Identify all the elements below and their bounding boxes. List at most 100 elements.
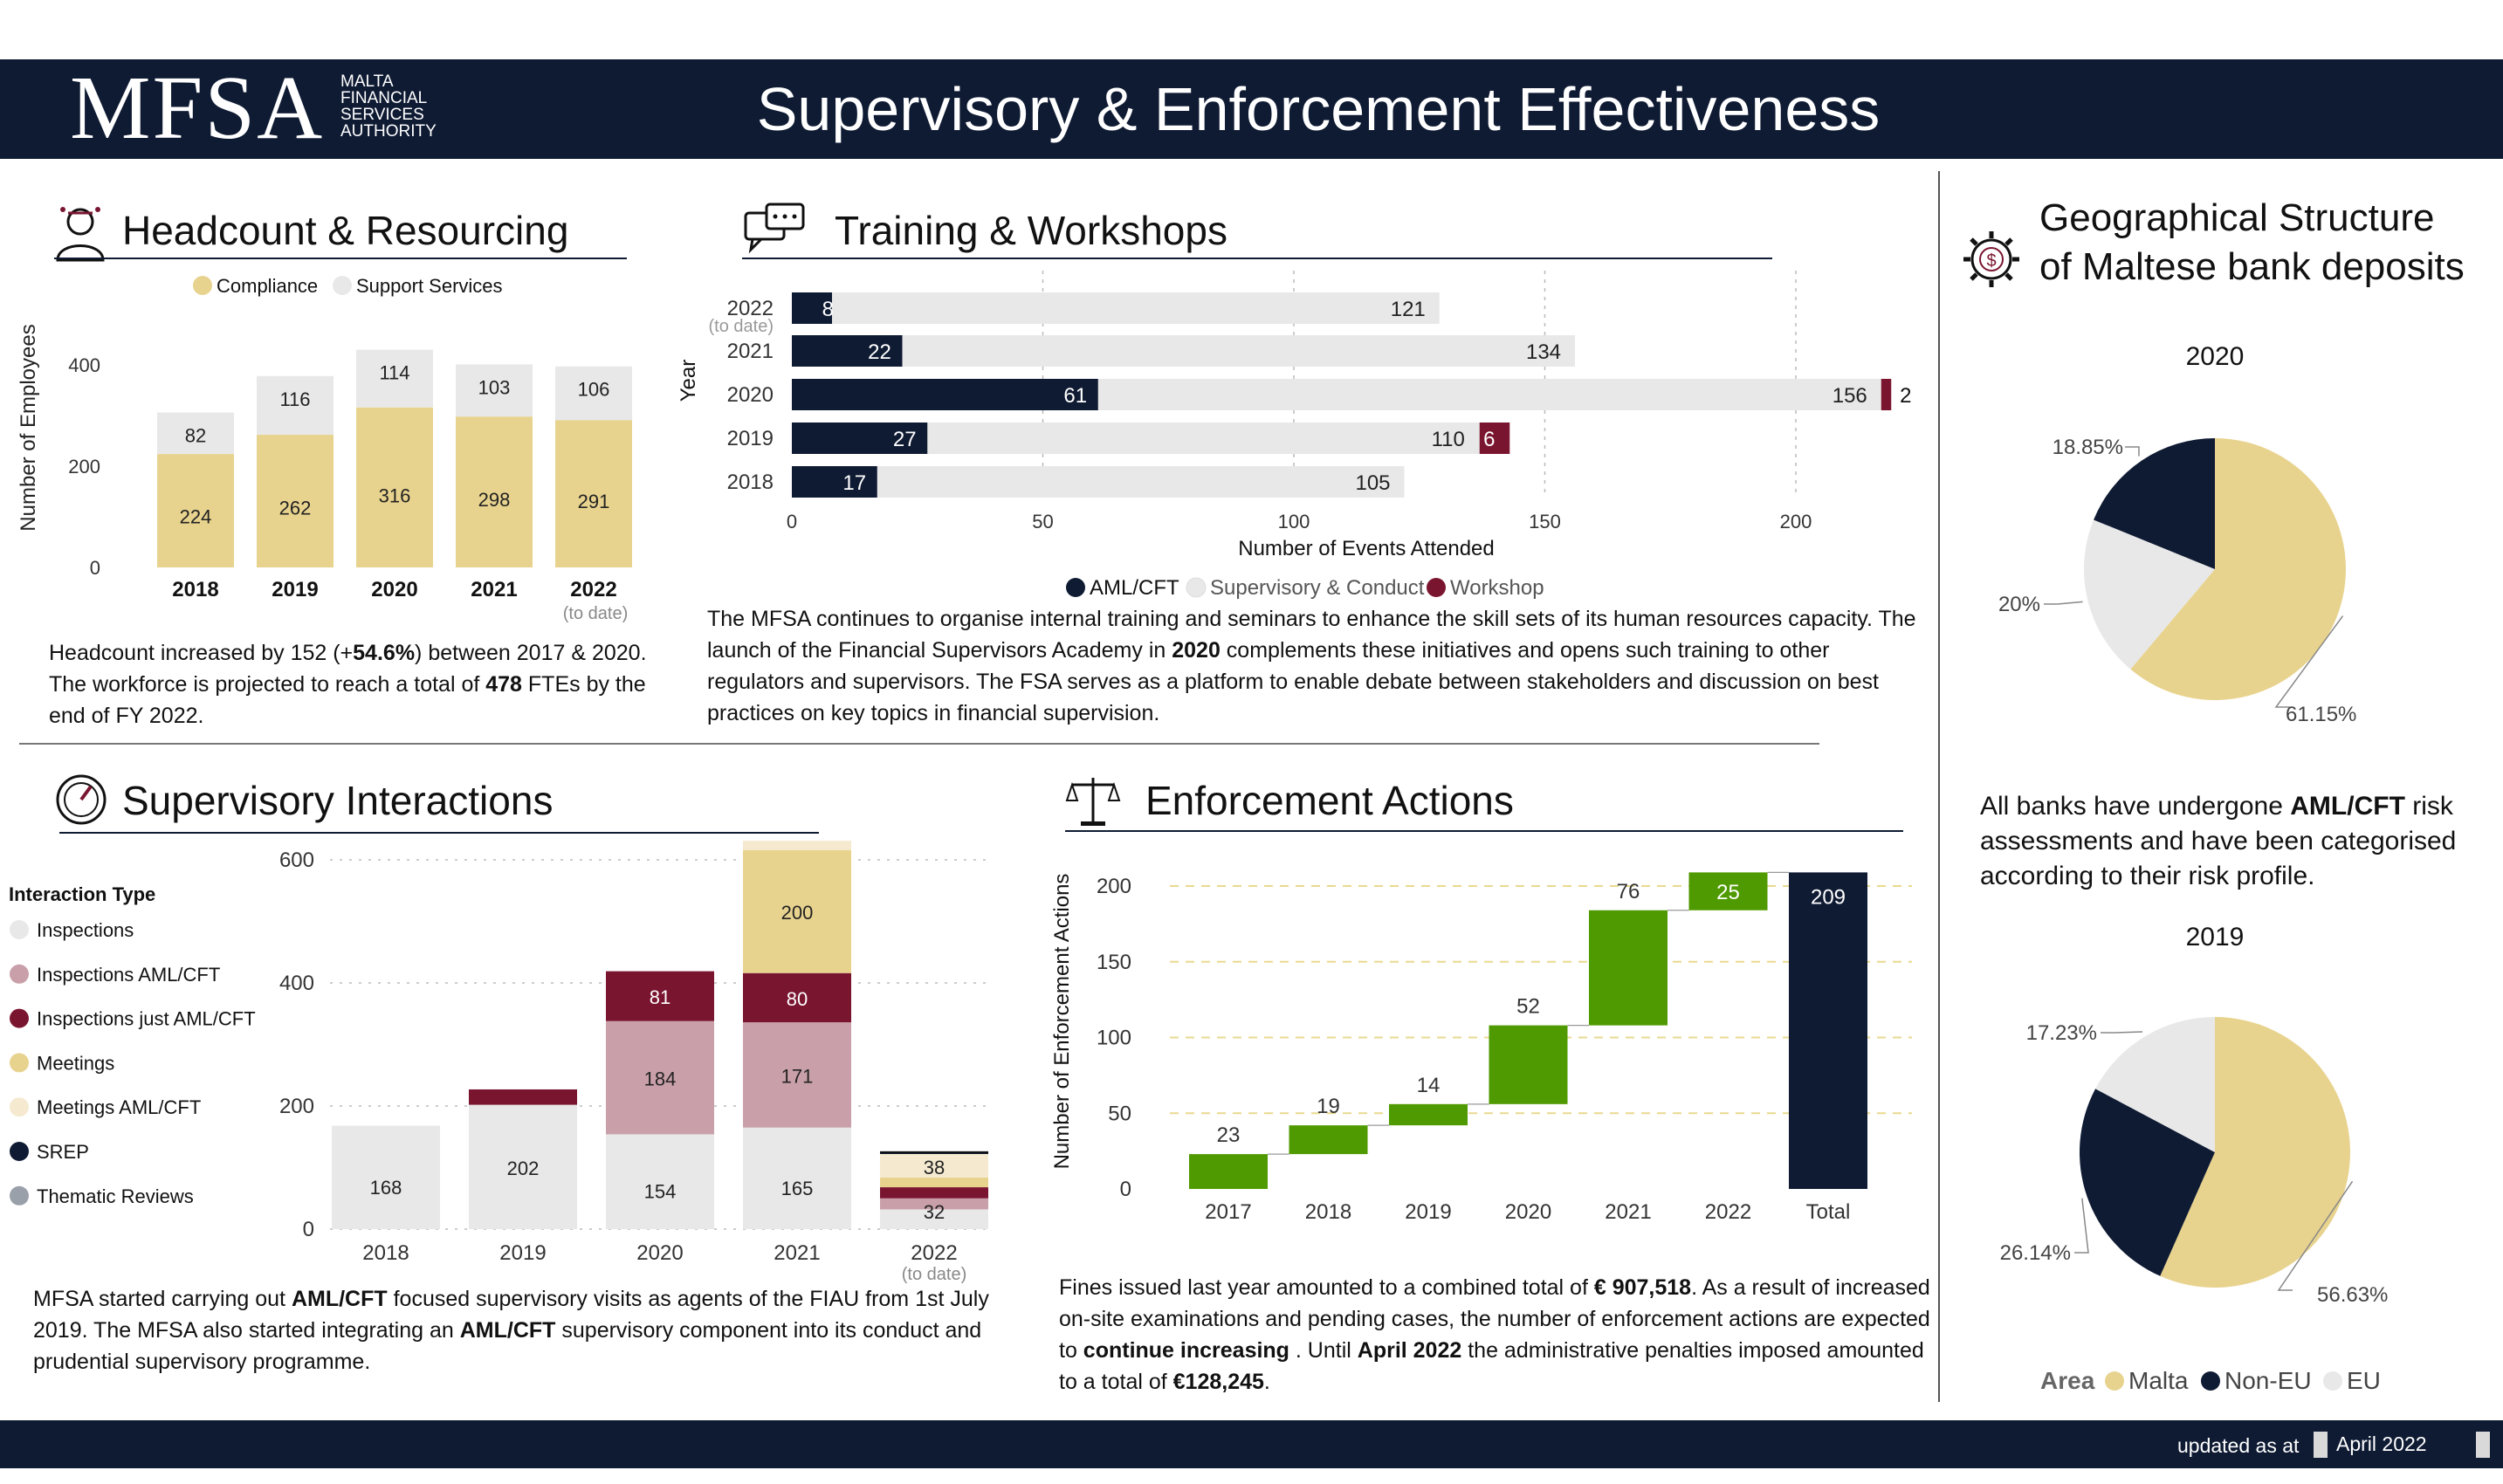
bar-segment [469, 1104, 577, 1229]
bar-value-label: 81 [650, 986, 670, 1008]
x-tick-label: 150 [1529, 511, 1561, 532]
pie-slice-label: 20% [1998, 593, 2040, 616]
pie-leader-line [2125, 446, 2140, 457]
x-tick-label: 2018 [172, 578, 218, 601]
y-tick-label: 200 [68, 456, 100, 477]
legend-label: Meetings AML/CFT [37, 1096, 201, 1118]
bar-value-label: 76 [1617, 880, 1640, 903]
bar-segment [157, 454, 234, 567]
bar-segment [880, 1187, 988, 1199]
enforcement-chart: Number of Enforcement Actions 0 50 100 150 20… [1050, 871, 1912, 1224]
bar-value-label: 114 [379, 362, 409, 384]
bar-value-label: 80 [787, 988, 808, 1010]
person-icon [56, 207, 105, 262]
bar-segment [743, 1127, 851, 1229]
bar-segment [880, 1151, 988, 1154]
bar-value-label: 184 [644, 1068, 677, 1090]
scroll-handle[interactable] [2476, 1432, 2490, 1458]
pie-slice-label: 17.23% [2026, 1021, 2097, 1045]
bar-value-label: 298 [478, 489, 511, 511]
bar-value-label: 116 [279, 388, 310, 410]
x-tick-label: 2021 [774, 1241, 820, 1265]
bar-value-label: 106 [578, 379, 610, 401]
y-tick-label: 0 [90, 557, 100, 579]
pie-legend-title: Area [2040, 1367, 2095, 1394]
bar-segment [743, 972, 851, 1023]
legend-label: Support Services [356, 275, 503, 297]
x-tick-note: (to date) [902, 1265, 966, 1284]
legend-label: Inspections AML/CFT [37, 964, 220, 986]
bar-segment [1389, 1103, 1468, 1126]
bar-segment [469, 1089, 577, 1105]
y-tick-label: 2018 [727, 471, 774, 494]
bar-segment [832, 292, 1440, 324]
bar-segment [1097, 379, 1881, 410]
bar-value-label: 171 [781, 1065, 814, 1087]
bar-segment [606, 1134, 714, 1229]
x-tick-label: 2017 [1205, 1200, 1251, 1224]
y-tick-label: 0 [303, 1218, 314, 1241]
bar-value-label: 17 [842, 471, 866, 495]
legend-label: EU [2347, 1367, 2381, 1394]
legend-label: Inspections [37, 919, 134, 941]
pie-leader-line [2277, 1180, 2354, 1291]
bar-value-label: 25 [1716, 881, 1740, 904]
bar-value-label: 134 [1526, 340, 1561, 364]
gauge-icon [56, 774, 107, 825]
y-tick-label: 400 [68, 354, 100, 376]
bar-segment [792, 466, 877, 498]
bar-segment [1589, 910, 1668, 1026]
logo-sub-line: MALTA [340, 72, 394, 91]
x-tick-label: 2021 [1605, 1200, 1651, 1224]
bar-segment [456, 364, 533, 417]
x-tick-label: 2022 [911, 1241, 957, 1265]
section-underline [742, 258, 1772, 259]
pie-slice-label: 56.63% [2317, 1283, 2388, 1307]
bar-value-label: 52 [1516, 995, 1540, 1019]
legend-swatch [1427, 578, 1446, 597]
y-tick-label: 150 [1097, 951, 1131, 974]
vertical-divider [1938, 171, 1940, 1402]
bar-value-label: 2 [1900, 384, 1911, 408]
bar-value-label: 316 [379, 485, 411, 507]
geo-title-line: of Maltese bank deposits [2039, 245, 2465, 288]
x-tick-label: 50 [1032, 511, 1053, 532]
bar-value-label: 291 [578, 491, 610, 512]
scales-icon [1065, 778, 1121, 826]
x-tick-label: Total [1806, 1200, 1851, 1224]
legend-swatch [333, 276, 352, 295]
x-tick-label: 2019 [1405, 1200, 1451, 1224]
enforcement-title: Enforcement Actions [1145, 778, 1514, 823]
bar-segment [332, 1125, 440, 1229]
horizontal-divider [19, 743, 1819, 745]
bar-value-label: 14 [1417, 1074, 1441, 1097]
pie-slice [2080, 1089, 2215, 1276]
legend-swatch [1186, 577, 1207, 598]
geo-paragraph: All banks have undergone AML/CFT risk as… [1980, 792, 2457, 890]
y-axis-label: Number of Employees [17, 324, 40, 531]
x-tick-label: 2019 [499, 1241, 546, 1265]
bar-segment [1479, 423, 1510, 454]
legend-label: Thematic Reviews [37, 1185, 194, 1207]
y-tick-label: 0 [1120, 1178, 1131, 1201]
bar-value-label: 22 [868, 340, 891, 364]
legend-label: Workshop [1450, 576, 1544, 600]
bar-segment [1688, 872, 1768, 910]
legend-swatch [10, 1008, 29, 1028]
section-underline [59, 832, 819, 834]
legend-title: Interaction Type [9, 883, 155, 905]
x-tick-label: 2018 [362, 1241, 409, 1265]
legend-swatch [193, 276, 212, 295]
bar-segment [792, 379, 1098, 410]
x-axis-label: Number of Events Attended [1238, 537, 1495, 560]
bar-value-label: 32 [924, 1201, 945, 1223]
bar-segment [257, 375, 334, 436]
pie-slice-label: 61.15% [2286, 703, 2356, 726]
mfsa-logo-subtitle: MALTA FINANCIAL SERVICES AUTHORITY [340, 73, 480, 140]
bar-value-label: 61 [1063, 384, 1087, 408]
legend-label: Supervisory & Conduct [1210, 576, 1425, 600]
deposits-2019-pie: 2019 56.63% 26.14% 17.23% Area Malta Non-EU EU [2000, 923, 2389, 1394]
section-underline [1065, 830, 1903, 832]
bar-value-label: 154 [644, 1181, 677, 1203]
bar-segment [1489, 1025, 1568, 1104]
